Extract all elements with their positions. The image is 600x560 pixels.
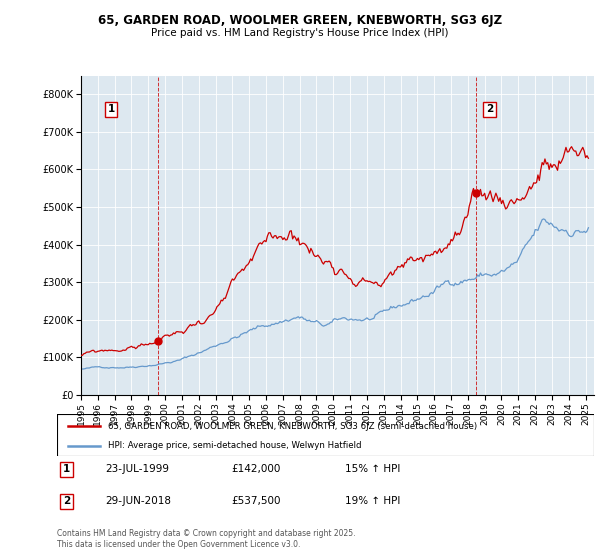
Text: 2: 2 (486, 104, 493, 114)
Text: HPI: Average price, semi-detached house, Welwyn Hatfield: HPI: Average price, semi-detached house,… (108, 441, 362, 450)
Text: Price paid vs. HM Land Registry's House Price Index (HPI): Price paid vs. HM Land Registry's House … (151, 28, 449, 38)
Text: 1: 1 (107, 104, 115, 114)
Text: 1: 1 (63, 464, 70, 474)
Text: £537,500: £537,500 (231, 496, 281, 506)
Text: 19% ↑ HPI: 19% ↑ HPI (345, 496, 400, 506)
Text: 2: 2 (63, 496, 70, 506)
Text: 23-JUL-1999: 23-JUL-1999 (105, 464, 169, 474)
Text: 15% ↑ HPI: 15% ↑ HPI (345, 464, 400, 474)
Text: 65, GARDEN ROAD, WOOLMER GREEN, KNEBWORTH, SG3 6JZ (semi-detached house): 65, GARDEN ROAD, WOOLMER GREEN, KNEBWORT… (108, 422, 477, 431)
Text: £142,000: £142,000 (231, 464, 280, 474)
Text: 65, GARDEN ROAD, WOOLMER GREEN, KNEBWORTH, SG3 6JZ: 65, GARDEN ROAD, WOOLMER GREEN, KNEBWORT… (98, 14, 502, 27)
Text: 29-JUN-2018: 29-JUN-2018 (105, 496, 171, 506)
Text: Contains HM Land Registry data © Crown copyright and database right 2025.
This d: Contains HM Land Registry data © Crown c… (57, 529, 355, 549)
